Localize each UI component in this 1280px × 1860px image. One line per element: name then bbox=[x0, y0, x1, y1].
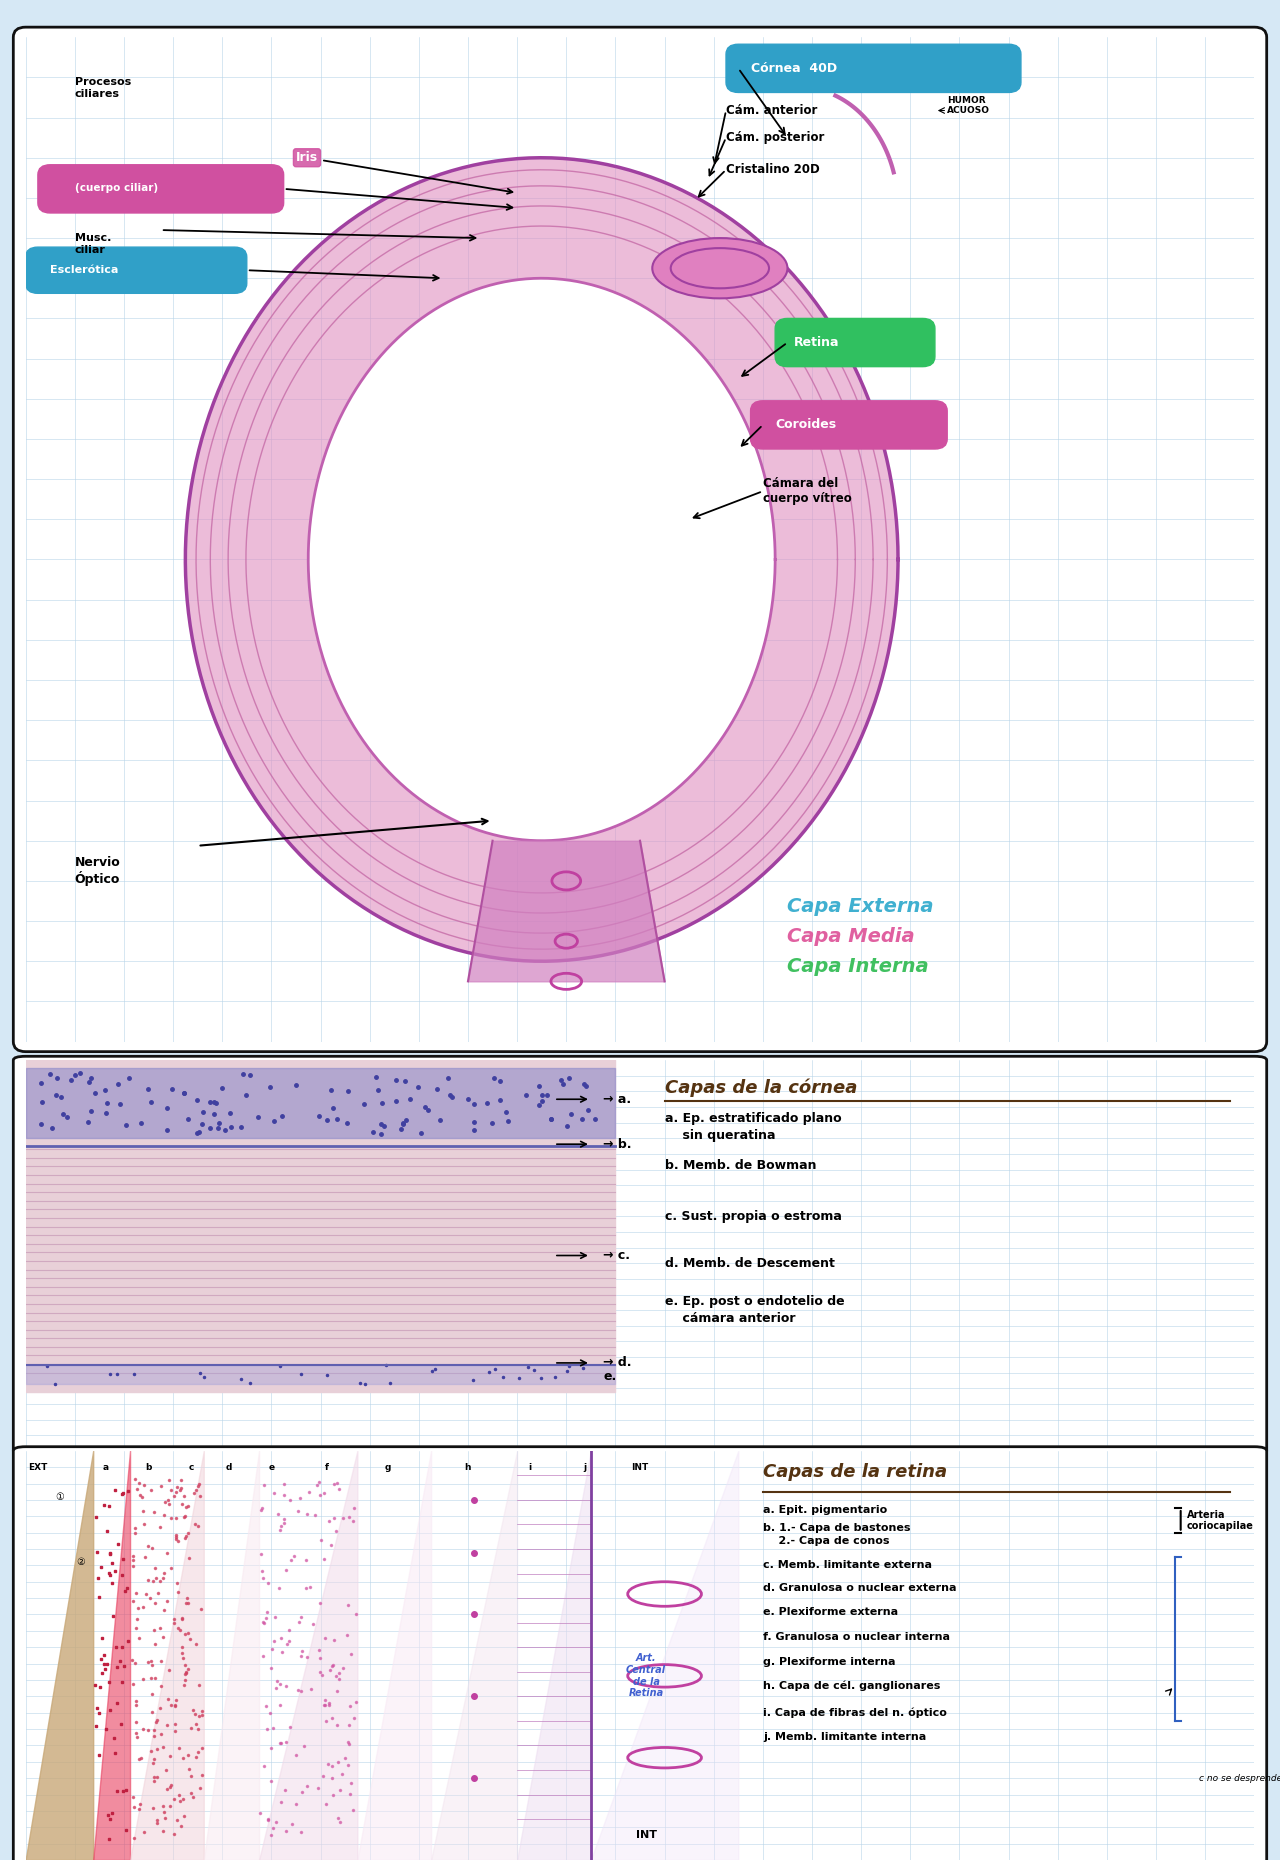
Text: d: d bbox=[225, 1464, 232, 1471]
Polygon shape bbox=[308, 279, 776, 841]
Text: c no se desprende en un D.R.: c no se desprende en un D.R. bbox=[1199, 1774, 1280, 1782]
Polygon shape bbox=[186, 158, 899, 962]
Text: f: f bbox=[325, 1464, 329, 1471]
Text: Capa Externa: Capa Externa bbox=[787, 897, 934, 915]
Text: h: h bbox=[465, 1464, 471, 1471]
Text: a: a bbox=[102, 1464, 109, 1471]
Text: Capas de la retina: Capas de la retina bbox=[763, 1464, 947, 1481]
FancyBboxPatch shape bbox=[13, 1447, 1267, 1860]
Text: Iris: Iris bbox=[296, 151, 512, 193]
FancyBboxPatch shape bbox=[13, 28, 1267, 1051]
Text: d. Granulosa o nuclear externa: d. Granulosa o nuclear externa bbox=[763, 1583, 956, 1592]
Text: c. Memb. limitante externa: c. Memb. limitante externa bbox=[763, 1561, 932, 1570]
Text: Capa Media: Capa Media bbox=[787, 926, 915, 945]
FancyBboxPatch shape bbox=[13, 1056, 1267, 1455]
Text: b. Memb. de Bowman: b. Memb. de Bowman bbox=[664, 1159, 817, 1172]
Text: Musc.
ciliar: Musc. ciliar bbox=[74, 232, 111, 255]
FancyBboxPatch shape bbox=[750, 400, 947, 448]
Text: e.: e. bbox=[603, 1371, 617, 1384]
Text: f. Granulosa o nuclear interna: f. Granulosa o nuclear interna bbox=[763, 1631, 950, 1642]
Text: c: c bbox=[189, 1464, 195, 1471]
Text: Córnea  40D: Córnea 40D bbox=[750, 61, 837, 74]
FancyBboxPatch shape bbox=[776, 318, 934, 366]
FancyBboxPatch shape bbox=[726, 45, 1021, 93]
Text: → d.: → d. bbox=[603, 1356, 631, 1369]
Text: e. Ep. post o endotelio de
    cámara anterior: e. Ep. post o endotelio de cámara anteri… bbox=[664, 1295, 845, 1324]
Text: Coroides: Coroides bbox=[776, 418, 836, 432]
Text: INT: INT bbox=[636, 1830, 657, 1840]
Text: ①: ① bbox=[55, 1492, 64, 1501]
Text: Arteria
coriocapilae: Arteria coriocapilae bbox=[1187, 1510, 1253, 1531]
Text: a. Ep. estratificado plano
    sin queratina: a. Ep. estratificado plano sin queratina bbox=[664, 1112, 841, 1142]
Text: j: j bbox=[584, 1464, 586, 1471]
Ellipse shape bbox=[671, 247, 769, 288]
Text: Esclerótica: Esclerótica bbox=[50, 266, 119, 275]
Text: → b.: → b. bbox=[603, 1138, 631, 1151]
FancyBboxPatch shape bbox=[26, 247, 247, 294]
Text: Cámara del
cuerpo vítreo: Cámara del cuerpo vítreo bbox=[763, 478, 851, 506]
Text: b. 1.- Capa de bastones
    2.- Capa de conos: b. 1.- Capa de bastones 2.- Capa de cono… bbox=[763, 1523, 910, 1546]
Text: → a.: → a. bbox=[603, 1094, 631, 1105]
Text: c. Sust. propia o estroma: c. Sust. propia o estroma bbox=[664, 1211, 841, 1222]
Text: Nervio
Óptico: Nervio Óptico bbox=[74, 856, 120, 885]
Text: b: b bbox=[146, 1464, 151, 1471]
Ellipse shape bbox=[653, 238, 787, 298]
Text: e. Plexiforme externa: e. Plexiforme externa bbox=[763, 1607, 899, 1618]
Text: Art.
Central
de la
Retina: Art. Central de la Retina bbox=[626, 1654, 666, 1698]
Text: → c.: → c. bbox=[603, 1250, 630, 1261]
Text: Cám. anterior: Cám. anterior bbox=[726, 104, 818, 117]
Text: Procesos
ciliares: Procesos ciliares bbox=[74, 78, 131, 99]
Text: Cristalino 20D: Cristalino 20D bbox=[726, 164, 819, 177]
Text: i. Capa de fibras del n. óptico: i. Capa de fibras del n. óptico bbox=[763, 1707, 947, 1719]
Text: HUMOR
ACUOSO: HUMOR ACUOSO bbox=[947, 97, 991, 115]
Text: h. Capa de cél. ganglionares: h. Capa de cél. ganglionares bbox=[763, 1681, 941, 1691]
Text: Capas de la córnea: Capas de la córnea bbox=[664, 1079, 856, 1097]
Text: g: g bbox=[385, 1464, 392, 1471]
Text: g. Plexiforme interna: g. Plexiforme interna bbox=[763, 1657, 896, 1667]
Text: Cám. posterior: Cám. posterior bbox=[726, 132, 824, 143]
Text: ②: ② bbox=[77, 1557, 86, 1568]
Text: d. Memb. de Descement: d. Memb. de Descement bbox=[664, 1257, 835, 1270]
Text: (cuerpo ciliar): (cuerpo ciliar) bbox=[74, 182, 157, 193]
Text: e: e bbox=[269, 1464, 274, 1471]
FancyBboxPatch shape bbox=[38, 166, 284, 214]
Text: Retina: Retina bbox=[794, 337, 840, 350]
Text: Capa Interna: Capa Interna bbox=[787, 956, 929, 977]
Text: EXT: EXT bbox=[28, 1464, 47, 1471]
Text: j. Memb. limitante interna: j. Memb. limitante interna bbox=[763, 1732, 927, 1743]
Text: INT: INT bbox=[631, 1464, 649, 1471]
Text: i: i bbox=[527, 1464, 531, 1471]
Text: a. Epit. pigmentario: a. Epit. pigmentario bbox=[763, 1505, 887, 1516]
